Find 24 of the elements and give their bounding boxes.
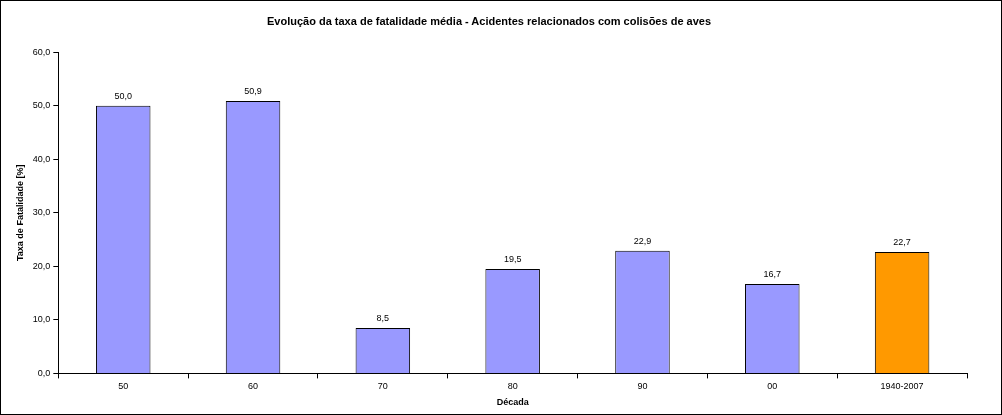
y-tick-label: 40,0 — [32, 153, 51, 164]
y-tick-label: 30,0 — [32, 207, 51, 218]
chart-title: Evolução da taxa de fatalidade média - Acidentes relacionados com colisões de aves — [266, 14, 712, 27]
y-tick-label: 60,0 — [32, 46, 51, 57]
data-label: 19,5 — [503, 253, 522, 264]
x-tick-label: 1940-2007 — [880, 381, 924, 392]
x-tick-label: 50 — [118, 381, 129, 392]
data-label: 50,0 — [114, 90, 132, 101]
y-tick-label: 20,0 — [32, 260, 51, 271]
data-label: 22,9 — [633, 235, 652, 246]
data-label: 8,5 — [376, 312, 390, 323]
x-axis-title: Década — [496, 397, 530, 408]
x-tick-label: 70 — [377, 381, 388, 392]
x-tick-label: 00 — [767, 381, 778, 392]
data-label: 50,9 — [244, 85, 262, 96]
data-label: 16,7 — [763, 268, 782, 279]
y-tick-label: 10,0 — [32, 314, 51, 325]
x-tick-label: 60 — [248, 381, 259, 392]
y-tick-label: 50,0 — [32, 100, 51, 111]
y-tick-label: 0,0 — [37, 367, 51, 378]
data-label: 22,7 — [893, 236, 911, 247]
y-axis-title: Taxa de Fatalidade [%] — [14, 164, 25, 261]
x-tick-label: 90 — [637, 381, 648, 392]
x-tick-label: 80 — [507, 381, 518, 392]
